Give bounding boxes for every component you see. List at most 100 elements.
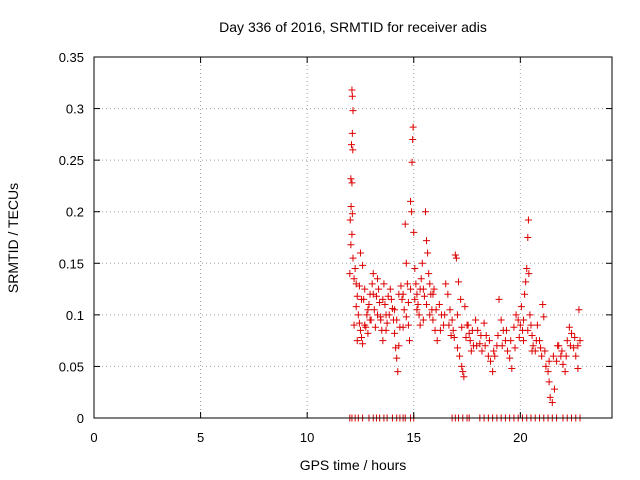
data-point <box>407 197 415 205</box>
data-point <box>382 326 390 334</box>
data-point <box>435 301 443 309</box>
data-point <box>352 303 360 311</box>
data-point <box>451 251 459 259</box>
data-point <box>528 347 536 355</box>
data-point <box>426 280 434 288</box>
data-points <box>346 86 584 422</box>
data-point <box>460 373 468 381</box>
y-tick-label: 0.15 <box>59 256 84 271</box>
gridlines <box>94 57 612 418</box>
data-point <box>465 329 473 337</box>
data-point <box>527 321 535 329</box>
data-point <box>576 337 584 345</box>
data-point <box>449 326 457 334</box>
data-point <box>502 326 510 334</box>
data-point <box>546 393 554 401</box>
data-point <box>473 342 481 350</box>
data-point <box>348 129 356 137</box>
data-point <box>365 301 373 309</box>
data-point <box>524 326 532 334</box>
data-point <box>528 331 536 339</box>
data-point <box>452 254 460 262</box>
x-axis-title: GPS time / hours <box>300 457 407 473</box>
data-point <box>348 86 356 94</box>
data-point <box>347 175 355 183</box>
data-point <box>506 354 514 362</box>
data-point <box>574 342 582 350</box>
chart-title: Day 336 of 2016, SRMTID for receiver adi… <box>219 19 487 35</box>
data-point <box>565 323 573 331</box>
data-point <box>351 264 359 272</box>
data-point <box>348 230 356 238</box>
axis-ticks <box>93 56 612 419</box>
data-point <box>418 259 426 267</box>
data-point <box>453 311 461 319</box>
data-point <box>404 321 412 329</box>
data-point <box>393 316 401 324</box>
data-point <box>415 311 423 319</box>
data-point <box>462 334 470 342</box>
data-point <box>504 347 512 355</box>
data-point <box>442 280 450 288</box>
data-point <box>512 311 520 319</box>
data-point <box>481 342 489 350</box>
data-point <box>430 285 438 293</box>
data-point <box>347 241 355 249</box>
data-point <box>510 323 518 331</box>
data-point <box>456 352 464 360</box>
y-tick-label: 0.05 <box>59 359 84 374</box>
data-point <box>349 107 357 115</box>
data-point <box>402 259 410 267</box>
data-point <box>494 331 502 339</box>
x-tick-label: 5 <box>197 430 204 445</box>
y-tick-label: 0.1 <box>66 308 84 323</box>
data-point <box>508 364 516 372</box>
data-point <box>548 399 556 407</box>
data-point <box>466 337 474 345</box>
data-point <box>349 254 357 262</box>
data-point <box>523 264 531 272</box>
data-point <box>529 342 537 350</box>
data-point <box>409 136 417 144</box>
data-point <box>495 295 503 303</box>
data-point <box>348 210 356 218</box>
data-point <box>408 208 416 216</box>
data-point <box>363 311 371 319</box>
data-point <box>380 280 388 288</box>
data-point <box>477 331 485 339</box>
data-point <box>404 298 412 306</box>
data-point <box>458 323 466 331</box>
data-point <box>544 368 552 376</box>
data-point <box>515 334 523 342</box>
data-point <box>394 368 402 376</box>
data-point <box>575 306 583 314</box>
data-point <box>563 337 571 345</box>
data-point <box>362 323 370 331</box>
data-point <box>468 326 476 334</box>
data-point <box>413 306 421 314</box>
data-point <box>395 290 403 298</box>
data-point <box>524 234 532 241</box>
data-point <box>413 290 421 298</box>
data-point <box>347 203 355 211</box>
data-point <box>549 352 557 360</box>
data-point <box>420 292 428 300</box>
data-point <box>497 316 505 324</box>
data-point <box>361 285 369 293</box>
data-point <box>391 306 399 314</box>
data-point <box>507 337 515 345</box>
data-point <box>381 301 389 309</box>
data-point <box>355 282 363 290</box>
data-point <box>448 316 456 324</box>
x-tick-label: 0 <box>90 430 97 445</box>
data-point <box>559 360 567 368</box>
data-point <box>353 292 361 300</box>
data-point <box>369 270 377 278</box>
x-tick-label: 20 <box>513 430 527 445</box>
data-point <box>375 285 383 293</box>
data-point <box>384 292 392 300</box>
data-point <box>414 301 422 309</box>
data-point <box>441 311 449 319</box>
data-point <box>366 316 374 324</box>
data-point <box>540 313 548 321</box>
